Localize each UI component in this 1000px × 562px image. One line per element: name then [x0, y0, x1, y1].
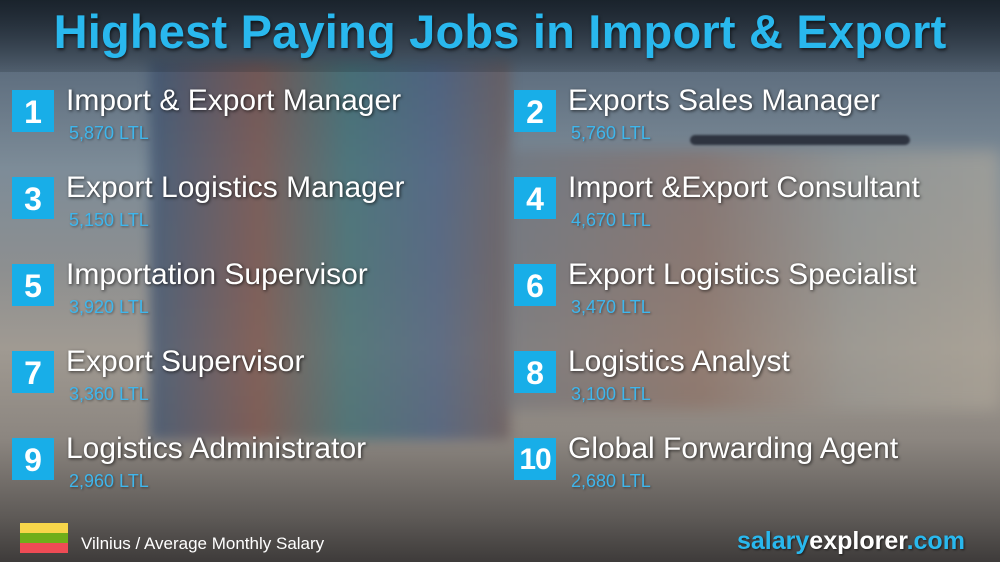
rank-badge: 8 — [514, 351, 556, 393]
job-salary: 2,960 LTL — [69, 471, 149, 491]
location-caption: Vilnius / Average Monthly Salary — [81, 534, 325, 553]
rank-badge: 4 — [514, 177, 556, 219]
job-title: Importation Supervisor — [66, 258, 368, 291]
rank-badge: 7 — [12, 351, 54, 393]
job-title: Export Logistics Specialist — [568, 258, 917, 291]
title-band — [0, 0, 1000, 72]
job-title: Import & Export Manager — [66, 84, 402, 117]
page-title: Highest Paying Jobs in Import & Export — [53, 5, 947, 58]
job-title: Export Logistics Manager — [66, 171, 405, 204]
job-title: Export Supervisor — [66, 345, 305, 378]
job-salary: 4,670 LTL — [571, 210, 651, 230]
job-salary: 3,100 LTL — [571, 384, 651, 404]
job-title: Exports Sales Manager — [568, 84, 880, 117]
containers-background-right — [500, 150, 1000, 410]
rank-badge: 2 — [514, 90, 556, 132]
rank-badge: 5 — [12, 264, 54, 306]
job-salary: 3,360 LTL — [69, 384, 149, 404]
job-title: Logistics Administrator — [66, 432, 367, 465]
rank-badge: 3 — [12, 177, 54, 219]
rank-badge: 9 — [12, 438, 54, 480]
job-salary: 3,470 LTL — [571, 297, 651, 317]
job-salary: 5,870 LTL — [69, 123, 149, 143]
job-salary: 5,760 LTL — [571, 123, 651, 143]
containers-background — [150, 60, 510, 440]
rank-badge: 10 — [514, 438, 556, 480]
job-salary: 5,150 LTL — [69, 210, 149, 230]
brand-logo: salaryexplorer.com — [737, 527, 965, 555]
rank-badge: 1 — [12, 90, 54, 132]
airplane-silhouette — [690, 135, 910, 145]
job-title: Global Forwarding Agent — [568, 432, 899, 465]
job-title: Import &Export Consultant — [568, 171, 920, 204]
job-salary: 3,920 LTL — [69, 297, 149, 317]
lithuania-flag-icon — [20, 523, 68, 553]
job-title: Logistics Analyst — [568, 345, 790, 378]
job-salary: 2,680 LTL — [571, 471, 651, 491]
rank-badge: 6 — [514, 264, 556, 306]
